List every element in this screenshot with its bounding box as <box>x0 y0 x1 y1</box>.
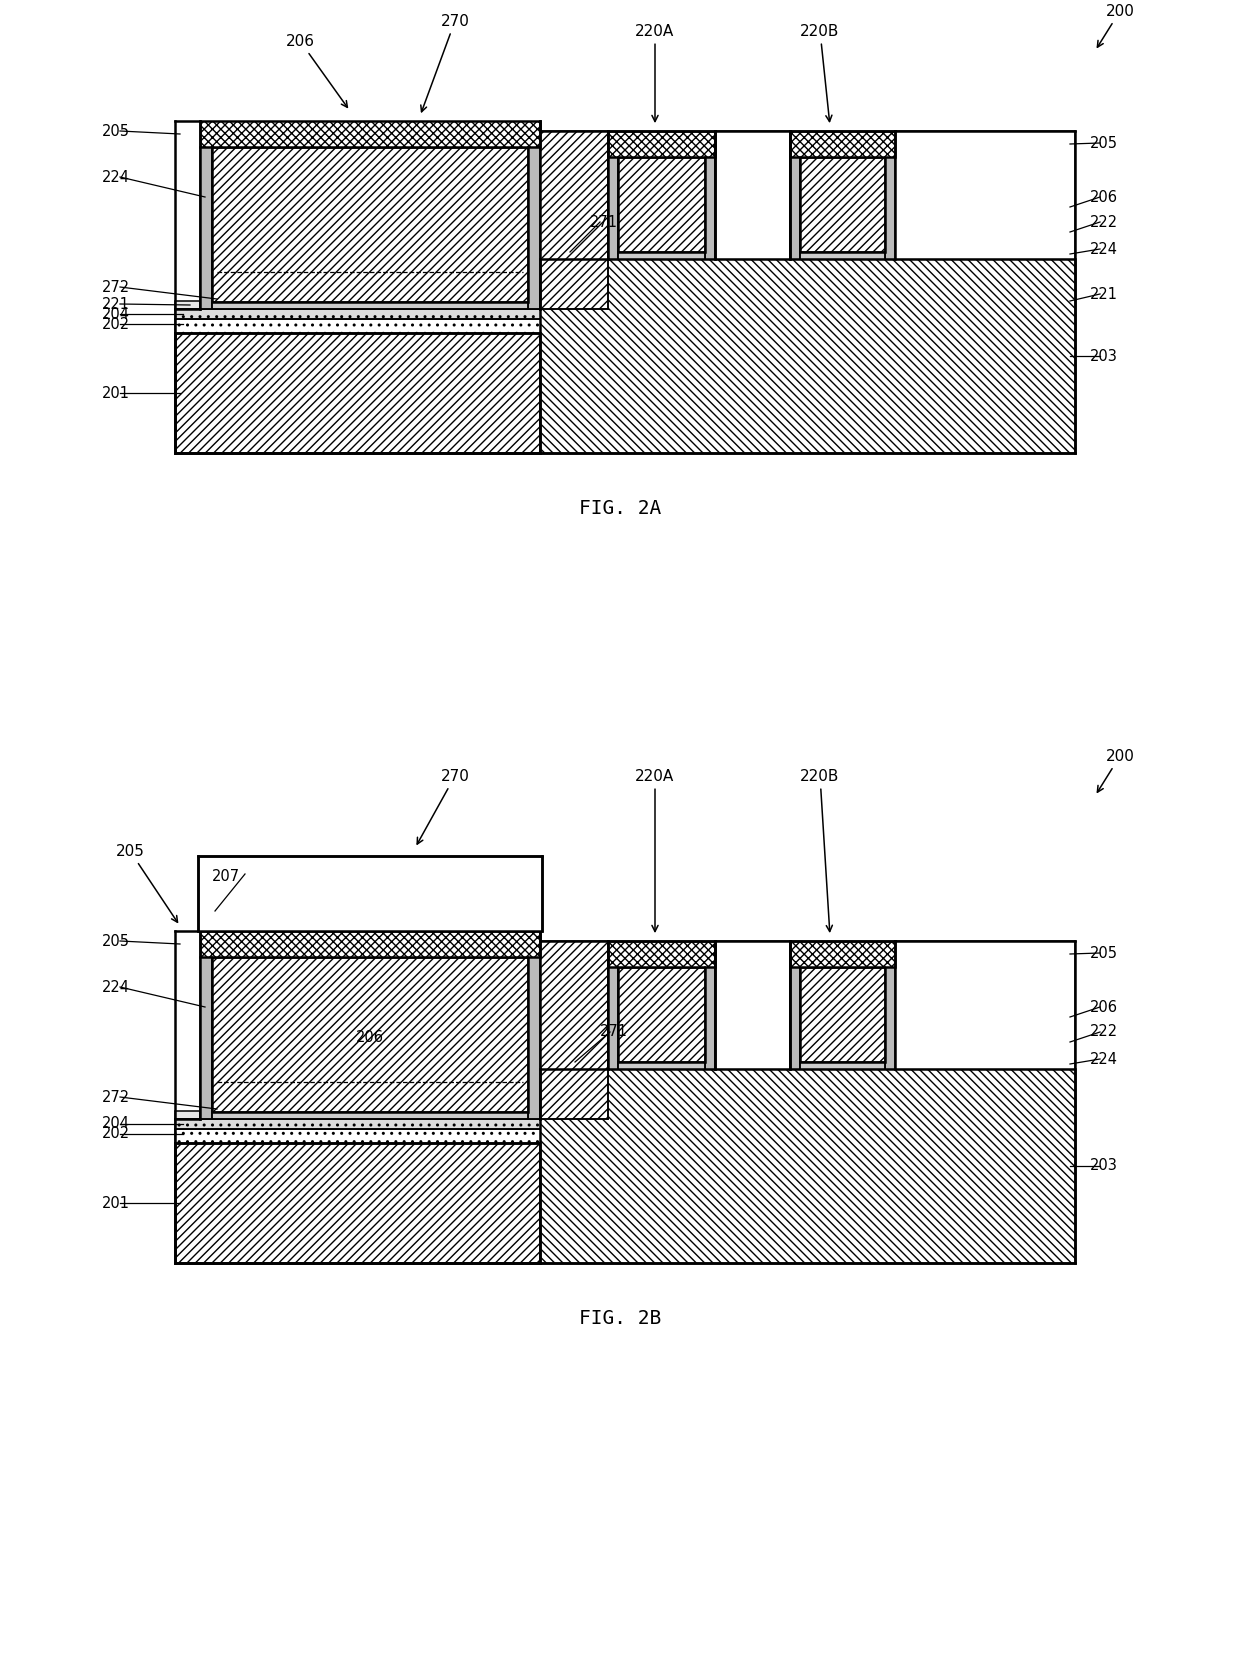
Bar <box>539 1069 1075 1263</box>
Bar <box>618 967 706 1063</box>
Text: 224: 224 <box>1090 1051 1118 1066</box>
Bar <box>895 132 1075 259</box>
Text: 205: 205 <box>102 934 130 949</box>
Bar <box>200 147 212 309</box>
Text: 221: 221 <box>102 297 130 312</box>
Bar <box>618 157 706 252</box>
Text: FIG. 2B: FIG. 2B <box>579 1308 661 1328</box>
Text: 200: 200 <box>1097 749 1135 792</box>
Bar <box>212 302 528 309</box>
Text: 220A: 220A <box>635 769 675 931</box>
Bar <box>175 1129 539 1143</box>
Bar <box>200 122 539 147</box>
Bar <box>175 300 200 309</box>
Bar <box>790 941 895 967</box>
Bar <box>706 157 715 259</box>
Bar <box>715 132 790 259</box>
Text: 220B: 220B <box>800 23 839 122</box>
Bar <box>800 967 885 1063</box>
Bar <box>800 1063 885 1069</box>
Bar <box>539 941 608 1119</box>
Bar <box>175 309 539 319</box>
Bar <box>200 957 212 1119</box>
Bar <box>790 967 800 1069</box>
Text: 205: 205 <box>1090 135 1118 150</box>
Text: 222: 222 <box>1090 215 1118 230</box>
Bar <box>175 1119 539 1129</box>
Text: FIG. 2A: FIG. 2A <box>579 499 661 517</box>
Bar <box>175 1143 539 1263</box>
Text: 205: 205 <box>115 844 177 922</box>
Text: 224: 224 <box>102 979 130 994</box>
Bar <box>175 334 539 454</box>
Bar <box>608 967 618 1069</box>
Bar <box>212 957 528 1113</box>
Text: 220B: 220B <box>800 769 839 931</box>
Text: 203: 203 <box>1090 1159 1118 1174</box>
Bar <box>618 252 706 259</box>
Text: 202: 202 <box>102 317 130 332</box>
Text: 206: 206 <box>1090 999 1118 1014</box>
Text: 271: 271 <box>600 1024 627 1039</box>
Bar <box>608 157 618 259</box>
Text: 204: 204 <box>102 1116 130 1131</box>
Text: 207: 207 <box>212 869 241 884</box>
Text: 206: 206 <box>1090 190 1118 205</box>
Bar <box>212 147 528 302</box>
Text: 201: 201 <box>102 1196 130 1211</box>
Bar <box>895 941 1075 1069</box>
Text: 221: 221 <box>1090 287 1118 302</box>
Text: 272: 272 <box>102 280 130 295</box>
Text: 204: 204 <box>102 307 130 322</box>
Bar <box>212 1113 528 1119</box>
Bar <box>198 856 542 931</box>
Bar <box>200 931 539 957</box>
Text: 220A: 220A <box>635 23 675 122</box>
Text: 224: 224 <box>1090 242 1118 257</box>
Bar <box>539 259 1075 454</box>
Text: 224: 224 <box>102 170 130 185</box>
Bar <box>608 941 715 967</box>
Bar <box>528 147 539 309</box>
Text: 271: 271 <box>590 215 618 230</box>
Text: 205: 205 <box>1090 946 1118 961</box>
Text: 206: 206 <box>356 1031 384 1046</box>
Text: 270: 270 <box>420 13 470 112</box>
Text: 222: 222 <box>1090 1024 1118 1039</box>
Text: 205: 205 <box>102 123 130 138</box>
Bar <box>175 319 539 334</box>
Bar <box>715 941 790 1069</box>
Text: 203: 203 <box>1090 349 1118 364</box>
Bar <box>608 132 715 157</box>
Bar <box>706 967 715 1069</box>
Text: 200: 200 <box>1097 3 1135 47</box>
Bar <box>175 334 539 454</box>
Text: 202: 202 <box>102 1126 130 1141</box>
Bar <box>790 157 800 259</box>
Text: 201: 201 <box>102 385 130 400</box>
Bar <box>539 132 608 309</box>
Bar <box>175 1143 539 1263</box>
Bar <box>885 967 895 1069</box>
Bar <box>790 132 895 157</box>
Bar <box>528 957 539 1119</box>
Bar <box>618 1063 706 1069</box>
Bar <box>800 157 885 252</box>
Text: 270: 270 <box>417 769 470 844</box>
Bar <box>800 252 885 259</box>
Bar <box>175 1111 200 1119</box>
Bar <box>885 157 895 259</box>
Text: 272: 272 <box>102 1089 130 1104</box>
Text: 206: 206 <box>285 33 347 107</box>
